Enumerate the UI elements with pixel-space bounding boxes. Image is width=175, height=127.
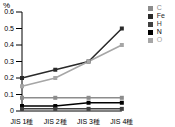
svg-text:0.2: 0.2 — [8, 74, 14, 81]
html-text:O: O — [156, 36, 163, 43]
svg-text:0.4: 0.4 — [8, 41, 14, 48]
svg-text:0.5: 0.5 — [8, 25, 14, 32]
html-text:N: N — [156, 28, 162, 35]
svg-text:0.6: 0.6 — [8, 8, 14, 15]
svg-text:0.3: 0.3 — [8, 58, 14, 65]
html-text:C: C — [156, 4, 162, 11]
svg-text:0.1: 0.1 — [8, 91, 14, 98]
svg-text:JIS 1種: JIS 1種 — [11, 118, 34, 125]
html-text:Fe: Fe — [156, 12, 165, 19]
svg-text:JIS 3種: JIS 3種 — [77, 118, 100, 125]
svg-text:JIS 4種: JIS 4種 — [110, 118, 133, 125]
svg-text:0: 0 — [10, 107, 14, 114]
svg-text:JIS 2種: JIS 2種 — [44, 118, 67, 125]
html-text:H: H — [156, 20, 162, 27]
